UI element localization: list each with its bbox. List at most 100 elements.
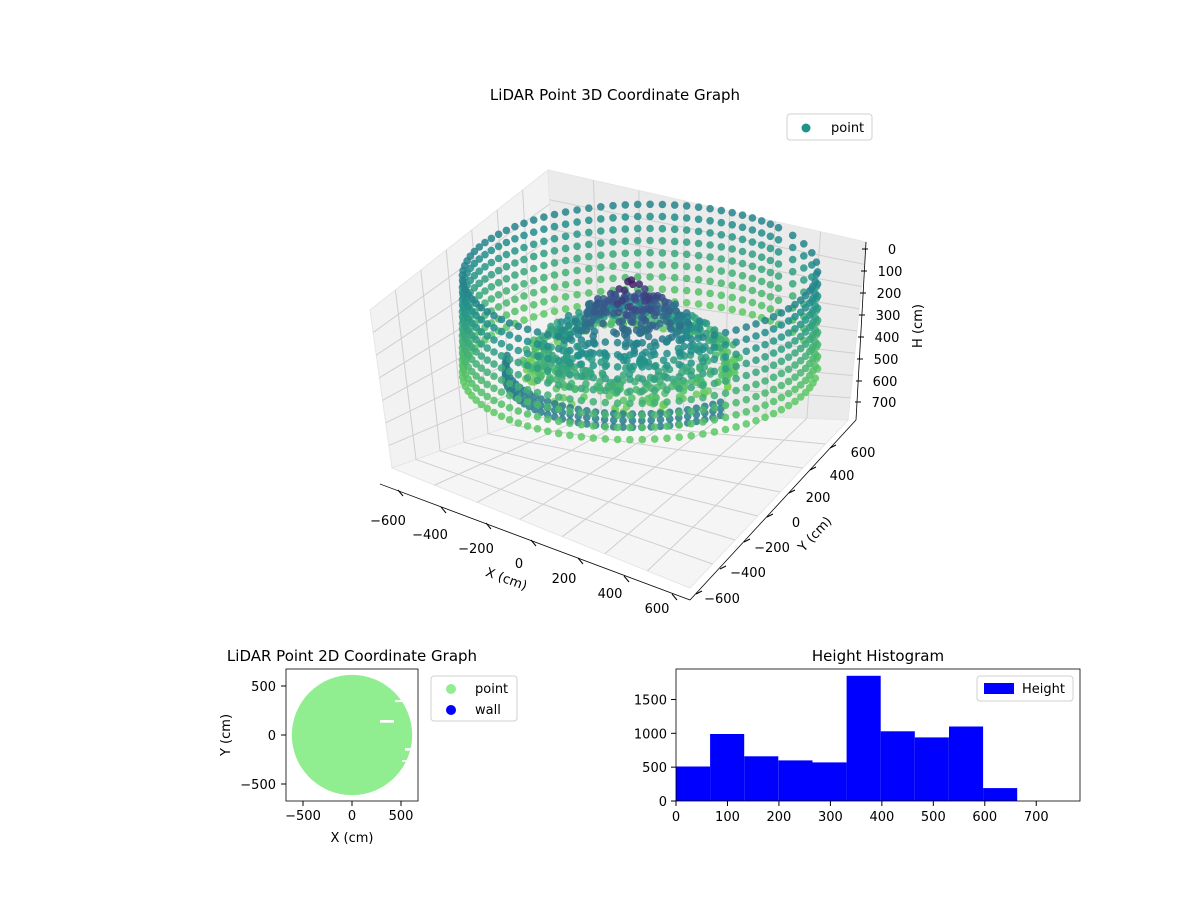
point-3d	[748, 250, 757, 258]
point-3d	[566, 383, 574, 391]
point-3d	[659, 356, 668, 365]
point-3d	[514, 334, 523, 343]
point-3d	[646, 273, 654, 281]
point-3d	[732, 398, 740, 407]
point-3d	[800, 252, 808, 260]
point-3d	[761, 365, 769, 373]
point-3d	[502, 287, 511, 295]
point-3d	[687, 383, 695, 392]
point-3d	[732, 411, 740, 419]
point-3d	[766, 293, 775, 301]
point-3d	[550, 259, 559, 267]
point-3d	[490, 384, 498, 393]
y-tick-label: 1000	[634, 727, 667, 742]
point-3d	[658, 261, 667, 269]
point-3d	[577, 360, 586, 369]
point-3d	[483, 308, 492, 316]
point-3d	[544, 391, 552, 399]
point-3d	[583, 413, 591, 422]
point-3d	[694, 288, 703, 296]
point-3d	[748, 214, 757, 222]
point-3d	[529, 301, 538, 309]
point-3d	[472, 396, 481, 405]
z-tick-label: 0	[888, 243, 896, 258]
point-3d	[801, 340, 810, 348]
point-3d	[728, 305, 736, 314]
chart-3d: LiDAR Point 3D Coordinate Graph −600 −40…	[369, 86, 926, 617]
point-3d	[738, 235, 747, 244]
point-3d	[490, 360, 498, 368]
point-3d	[682, 214, 691, 222]
point-3d	[728, 269, 736, 278]
point-3d	[670, 249, 679, 258]
point-3d	[757, 229, 766, 237]
point-3d	[672, 307, 681, 315]
x-tick-label: −600	[370, 514, 406, 529]
x-tick-label: −500	[285, 809, 321, 824]
point-3d	[520, 231, 528, 240]
point-3d	[774, 296, 783, 305]
point-3d	[561, 232, 570, 241]
point-3d	[628, 280, 637, 289]
point-3d	[502, 226, 511, 235]
legend-label-height: Height	[1022, 682, 1065, 697]
point-3d	[646, 285, 654, 293]
point-3d	[554, 417, 563, 426]
point-3d	[774, 260, 783, 268]
point-3d	[717, 218, 726, 227]
point-3d	[609, 201, 617, 210]
point-3d	[577, 348, 586, 356]
point-3d	[618, 324, 627, 333]
point-3d	[533, 328, 542, 336]
point-3d	[717, 255, 726, 263]
point-3d	[808, 249, 816, 257]
point-3d	[533, 425, 542, 433]
z-tick-label: 100	[878, 265, 903, 280]
point-3d	[791, 373, 799, 382]
point-3d	[505, 391, 514, 400]
point-3d	[650, 399, 659, 407]
point-3d	[687, 407, 695, 416]
point-3d	[533, 412, 542, 421]
point-3d	[554, 405, 563, 414]
point-3d	[675, 421, 683, 429]
point-3d	[494, 242, 503, 251]
z-tick-label: 300	[876, 309, 901, 324]
point-3d	[597, 227, 605, 235]
point-3d	[721, 401, 730, 410]
point-3d	[682, 262, 691, 271]
y-tick-label: 600	[851, 446, 876, 461]
point-3d	[487, 246, 496, 255]
point-3d	[796, 308, 805, 317]
point-3d	[650, 374, 659, 383]
point-3d	[477, 388, 486, 397]
point-3d	[505, 331, 514, 339]
point-3d	[717, 279, 726, 288]
histogram-bar	[744, 756, 779, 801]
point-3d	[573, 266, 581, 275]
point-3d	[475, 243, 484, 251]
point-3d	[769, 361, 778, 370]
z-tick-label: 700	[872, 396, 897, 411]
histogram-title: Height Histogram	[812, 647, 944, 665]
point-3d	[796, 344, 805, 353]
point-3d	[595, 383, 604, 392]
point-3d	[699, 357, 707, 366]
point-3d	[791, 385, 799, 394]
point-3d	[540, 298, 548, 306]
point-3d	[663, 349, 671, 358]
point-3d	[638, 351, 647, 359]
point-3d	[694, 276, 703, 284]
point-3d	[694, 215, 703, 224]
point-3d	[710, 428, 719, 436]
point-3d	[706, 204, 714, 213]
point-3d	[796, 296, 805, 305]
point-3d	[663, 422, 671, 431]
point-3d	[706, 241, 714, 249]
point-3d	[670, 225, 679, 234]
point-3d	[477, 400, 486, 409]
legend-marker-point	[801, 123, 811, 133]
z-axis-line	[855, 241, 867, 421]
point-3d	[533, 340, 542, 348]
